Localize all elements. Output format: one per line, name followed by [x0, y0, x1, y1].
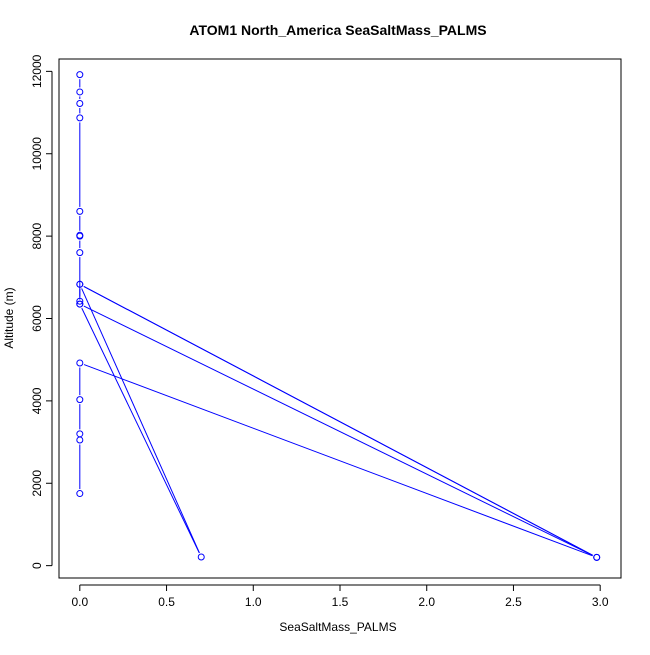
- series-line-segment: [81, 307, 200, 554]
- data-point: [76, 297, 84, 305]
- data-point: [76, 396, 84, 404]
- data-point: [76, 280, 84, 288]
- data-point: [593, 553, 601, 561]
- x-tick-label: 1.5: [332, 595, 349, 609]
- y-tick-label: 4000: [30, 387, 44, 414]
- series-line-segment: [83, 285, 593, 556]
- x-axis: 0.0 0.5 1.0 1.5 2.0 2.5 3.0: [71, 584, 609, 609]
- series-line-segment: [83, 305, 593, 556]
- y-tick-label: 6000: [30, 305, 44, 332]
- x-tick-label: 3.0: [592, 595, 609, 609]
- data-point: [76, 300, 84, 308]
- x-tick-label: 0.0: [71, 595, 88, 609]
- data-point: [76, 430, 84, 438]
- y-axis: 0 2000 4000 6000 8000 10000 12000: [30, 54, 53, 569]
- y-tick-label: 2000: [30, 470, 44, 497]
- series-line-segment: [83, 364, 593, 557]
- x-tick-label: 1.0: [245, 595, 262, 609]
- data-point: [76, 207, 84, 215]
- x-tick-label: 2.0: [418, 595, 435, 609]
- x-tick-label: 0.5: [158, 595, 175, 609]
- x-tick-label: 2.5: [505, 595, 522, 609]
- data-point: [76, 490, 84, 498]
- y-tick-label: 12000: [30, 54, 44, 88]
- data-point: [76, 231, 84, 239]
- data-point: [197, 553, 205, 561]
- y-tick-label: 10000: [30, 137, 44, 171]
- data-point: [76, 249, 84, 257]
- series-line-segment: [81, 288, 200, 554]
- y-tick-label: 8000: [30, 222, 44, 249]
- plot-frame: [58, 58, 622, 579]
- chart-title: ATOM1 North_America SeaSaltMass_PALMS: [189, 22, 486, 38]
- data-point: [76, 359, 84, 367]
- y-axis-label: Altitude (m): [2, 287, 16, 348]
- data-point: [76, 71, 84, 79]
- data-point: [76, 88, 84, 96]
- series-layer: [76, 71, 601, 561]
- x-axis-label: SeaSaltMass_PALMS: [279, 620, 396, 634]
- data-point: [76, 114, 84, 122]
- y-tick-label: 0: [30, 562, 44, 569]
- data-point: [76, 99, 84, 107]
